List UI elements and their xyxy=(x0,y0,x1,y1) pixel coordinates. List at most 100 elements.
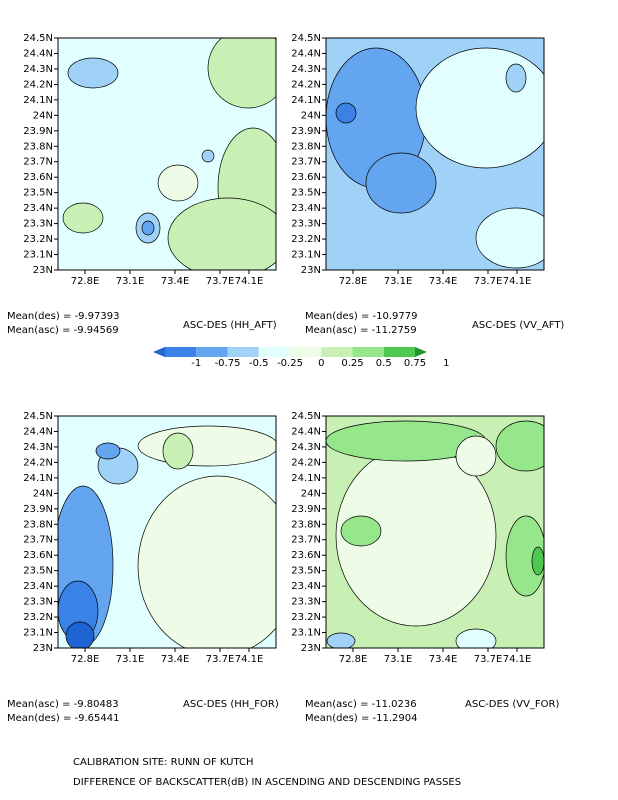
y-tick-label: 24.3N xyxy=(23,442,53,453)
contour-field xyxy=(58,38,276,270)
mean-stat: Mean(asc) = -9.94569 xyxy=(7,325,119,336)
y-tick-label: 23.7N xyxy=(291,535,321,546)
colorbar-swatch xyxy=(383,347,415,357)
contour-field xyxy=(326,416,544,648)
y-tick-label: 24.2N xyxy=(23,79,53,90)
y-tick-label: 24N xyxy=(301,488,321,499)
panel-title: ASC-DES (VV_AFT) xyxy=(472,320,564,331)
y-tick-label: 23.8N xyxy=(291,141,321,152)
x-tick-label: 73.4E xyxy=(161,276,190,287)
y-tick-label: 23.8N xyxy=(23,141,53,152)
contour-region xyxy=(167,197,276,270)
mean-stat: Mean(des) = -11.2904 xyxy=(305,713,417,724)
footer-line: DIFFERENCE OF BACKSCATTER(dB) IN ASCENDI… xyxy=(73,777,461,788)
y-tick-label: 24.4N xyxy=(23,426,53,437)
y-tick-label: 24N xyxy=(33,110,53,121)
mean-stat: Mean(des) = -9.97393 xyxy=(7,311,119,322)
y-tick-label: 24.5N xyxy=(291,411,321,422)
colorbar-label: -0.25 xyxy=(277,358,303,369)
y-tick-label: 23.5N xyxy=(291,566,321,577)
y-tick-label: 24.1N xyxy=(23,95,53,106)
contour-region xyxy=(455,435,497,477)
x-tick-label: 74.1E xyxy=(235,276,264,287)
x-tick-label: 72.8E xyxy=(339,654,368,665)
y-tick-label: 23.6N xyxy=(291,172,321,183)
y-tick-label: 23.3N xyxy=(291,219,321,230)
contour-region xyxy=(531,546,544,576)
mean-stat: Mean(asc) = -9.80483 xyxy=(7,699,119,710)
y-tick-label: 23.2N xyxy=(291,234,321,245)
contour-region xyxy=(62,202,104,234)
y-tick-label: 23.3N xyxy=(23,597,53,608)
x-tick-label: 74.1E xyxy=(503,654,532,665)
colorbar-swatch xyxy=(196,347,228,357)
y-tick-label: 23.9N xyxy=(291,504,321,515)
y-tick-label: 23.2N xyxy=(23,234,53,245)
contour-region xyxy=(335,102,357,124)
colorbar-swatch xyxy=(352,347,384,357)
contour-region xyxy=(326,632,356,648)
y-tick-label: 24.5N xyxy=(23,411,53,422)
y-tick-label: 23N xyxy=(301,643,321,654)
panel-title: ASC-DES (VV_FOR) xyxy=(465,699,559,710)
y-tick-label: 23.9N xyxy=(291,126,321,137)
x-tick-label: 73.7E xyxy=(474,276,503,287)
y-tick-label: 23.4N xyxy=(23,581,53,592)
y-tick-label: 23.9N xyxy=(23,504,53,515)
contour-region xyxy=(207,38,276,109)
y-tick-label: 23.2N xyxy=(291,612,321,623)
x-tick-label: 73.4E xyxy=(161,654,190,665)
y-tick-label: 24N xyxy=(33,488,53,499)
contour-region xyxy=(137,425,276,467)
colorbar-swatch xyxy=(321,347,353,357)
colorbar-label: 0.75 xyxy=(404,358,426,369)
panel-title: ASC-DES (HH_AFT) xyxy=(183,320,277,331)
x-tick-label: 73.7E xyxy=(206,276,235,287)
map-panel: 24.5N 24.4N 24.3N 24.2N 24.1N 24N 23.9N 23.8N 23… xyxy=(291,33,564,336)
contour-region xyxy=(495,420,544,472)
y-tick-label: 23.1N xyxy=(291,250,321,261)
map-panel: 24.5N 24.4N 24.3N 24.2N 24.1N 24N 23.9N 23.8N 23… xyxy=(7,411,279,724)
mean-stat: Mean(des) = -10.9779 xyxy=(305,311,417,322)
colorbar-swatch xyxy=(227,347,259,357)
colorbar-label: 0.5 xyxy=(376,358,392,369)
y-tick-label: 23.7N xyxy=(23,157,53,168)
y-tick-label: 24.1N xyxy=(23,473,53,484)
colorbar-swatch xyxy=(258,347,290,357)
contour-region xyxy=(65,621,95,648)
y-tick-label: 23.1N xyxy=(23,628,53,639)
x-tick-label: 74.1E xyxy=(235,654,264,665)
x-tick-label: 73.4E xyxy=(429,654,458,665)
y-tick-label: 23.7N xyxy=(23,535,53,546)
y-tick-label: 24.3N xyxy=(291,442,321,453)
contour-field xyxy=(58,416,276,648)
x-tick-label: 74.1E xyxy=(503,276,532,287)
contour-region xyxy=(137,475,276,648)
y-tick-label: 24.5N xyxy=(23,33,53,44)
contour-field xyxy=(326,38,544,270)
mean-stat: Mean(des) = -9.65441 xyxy=(7,713,119,724)
y-tick-label: 24.4N xyxy=(291,426,321,437)
y-tick-label: 24.3N xyxy=(23,64,53,75)
y-tick-label: 24.1N xyxy=(291,473,321,484)
y-tick-label: 23.3N xyxy=(23,219,53,230)
colorbar-label: -0.5 xyxy=(249,358,269,369)
colorbar-swatch xyxy=(290,347,322,357)
y-tick-label: 23.5N xyxy=(291,188,321,199)
contour-region xyxy=(201,149,215,163)
footer-line: CALIBRATION SITE: RUNN OF KUTCH xyxy=(73,757,254,768)
y-tick-label: 23.4N xyxy=(291,203,321,214)
contour-region xyxy=(505,515,544,597)
y-tick-label: 24.5N xyxy=(291,33,321,44)
y-tick-label: 24.4N xyxy=(291,48,321,59)
plot-frame xyxy=(325,37,545,271)
x-tick-label: 73.1E xyxy=(384,276,413,287)
panel-title: ASC-DES (HH_FOR) xyxy=(183,699,279,710)
y-tick-label: 23.6N xyxy=(23,550,53,561)
x-tick-label: 72.8E xyxy=(339,276,368,287)
colorbar-swatch xyxy=(165,347,197,357)
x-tick-label: 73.1E xyxy=(116,654,145,665)
colorbar-label: 0.25 xyxy=(341,358,363,369)
y-tick-label: 23.5N xyxy=(23,188,53,199)
